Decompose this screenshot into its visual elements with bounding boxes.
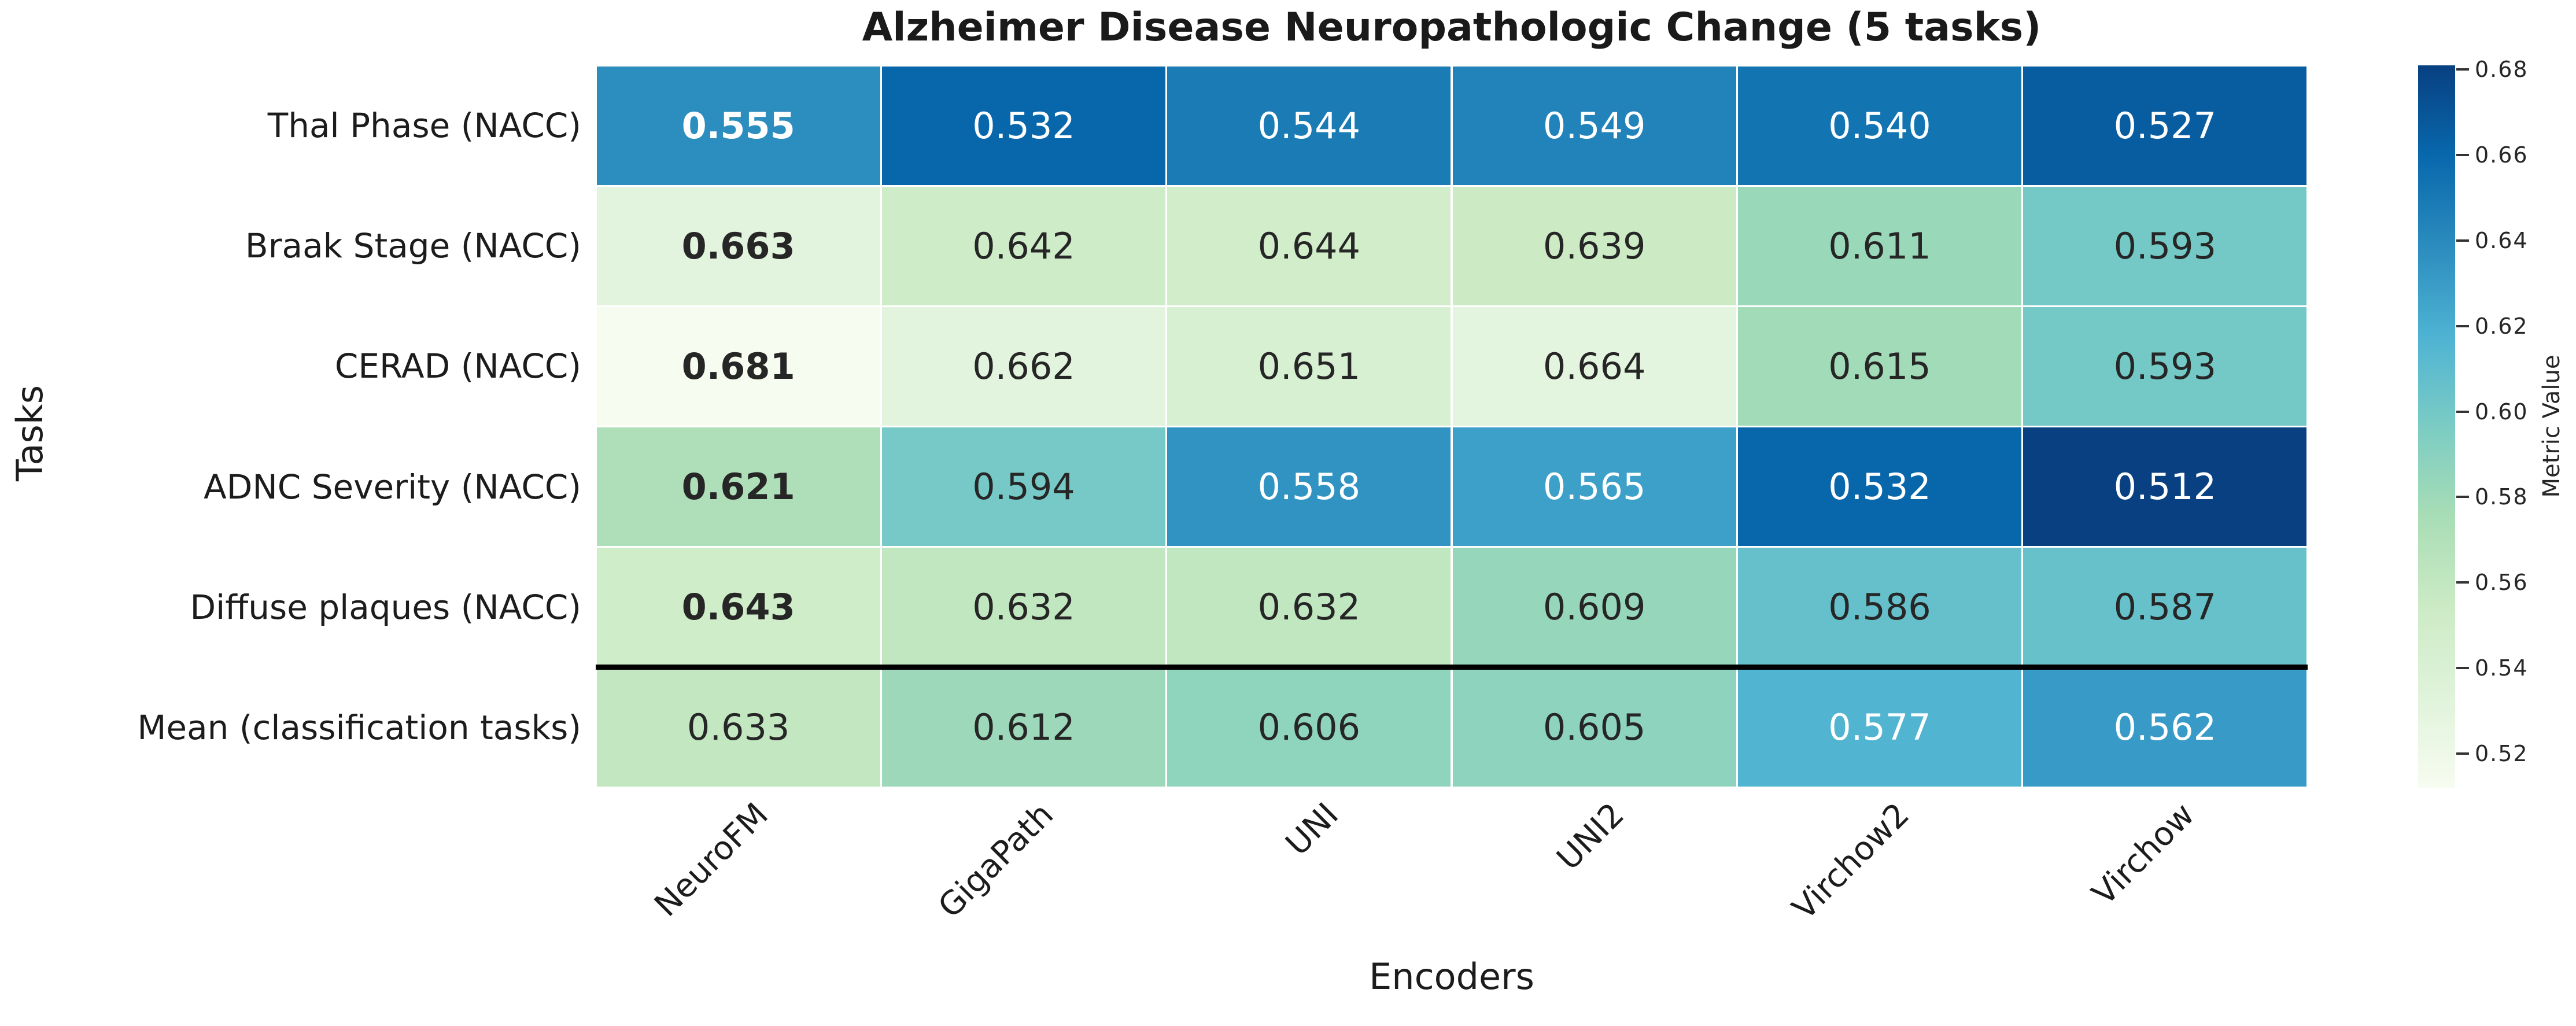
- colorbar-tick: [2456, 496, 2469, 499]
- colorbar-tick: [2456, 410, 2469, 413]
- heatmap-cell: 0.606: [1167, 668, 1451, 787]
- row-label: CERAD (NACC): [334, 346, 581, 386]
- colorbar-tick-label: 0.68: [2475, 57, 2529, 83]
- heatmap-cell: 0.609: [1452, 548, 1736, 667]
- row-label: Mean (classification tasks): [137, 707, 581, 747]
- heatmap-cell: 0.632: [881, 548, 1166, 667]
- colorbar-tick: [2456, 68, 2469, 71]
- heatmap-cell: 0.586: [1737, 548, 2022, 667]
- heatmap-cell: 0.594: [881, 427, 1166, 547]
- heatmap-cell: 0.651: [1167, 307, 1451, 426]
- heatmap-cell: 0.555: [596, 66, 880, 185]
- colorbar-tick-label: 0.54: [2475, 655, 2529, 681]
- chart-title: Alzheimer Disease Neuropathologic Change…: [862, 5, 2042, 50]
- colorbar-gradient: [2418, 65, 2455, 788]
- colorbar-label: Metric Value: [2538, 355, 2565, 498]
- heatmap-cell: 0.562: [2023, 668, 2307, 787]
- heatmap-cell: 0.662: [881, 307, 1166, 426]
- heatmap-cell: 0.532: [1737, 427, 2022, 547]
- heatmap-cell: 0.644: [1167, 186, 1451, 305]
- row-label: Thal Phase (NACC): [267, 106, 581, 146]
- heatmap-cell: 0.642: [881, 186, 1166, 305]
- heatmap-cell: 0.549: [1452, 66, 1736, 185]
- row-label: ADNC Severity (NACC): [204, 467, 581, 507]
- heatmap-cell: 0.593: [2023, 307, 2307, 426]
- col-label: NeuroFM: [647, 796, 776, 924]
- heatmap-cell: 0.577: [1737, 668, 2022, 787]
- colorbar-tick-label: 0.58: [2475, 484, 2529, 510]
- heatmap-cell: 0.605: [1452, 668, 1736, 787]
- heatmap-cell: 0.663: [596, 186, 880, 305]
- colorbar-tick-label: 0.62: [2475, 313, 2529, 339]
- heatmap-cell: 0.681: [596, 307, 880, 426]
- colorbar-tick-label: 0.66: [2475, 142, 2529, 168]
- heatmap-cell: 0.527: [2023, 66, 2307, 185]
- heatmap-cell: 0.532: [881, 66, 1166, 185]
- heatmap-cell: 0.565: [1452, 427, 1736, 547]
- colorbar-tick: [2456, 752, 2469, 755]
- heatmap-cell: 0.643: [596, 548, 880, 667]
- colorbar-tick: [2456, 239, 2469, 242]
- colorbar-tick-label: 0.56: [2475, 570, 2529, 596]
- heatmap-cell: 0.632: [1167, 548, 1451, 667]
- colorbar-tick-label: 0.60: [2475, 398, 2529, 425]
- colorbar-tick-label: 0.52: [2475, 740, 2529, 766]
- heatmap-cell: 0.621: [596, 427, 880, 547]
- heatmap-cell: 0.587: [2023, 548, 2307, 667]
- heatmap-cell: 0.593: [2023, 186, 2307, 305]
- x-axis-label: Encoders: [1369, 955, 1534, 998]
- colorbar-tick: [2456, 154, 2469, 157]
- colorbar-tick: [2456, 581, 2469, 584]
- col-label: GigaPath: [931, 796, 1061, 926]
- heatmap-cell: 0.612: [881, 668, 1166, 787]
- heatmap-cell: 0.633: [596, 668, 880, 787]
- mean-separator-line: [596, 665, 2308, 670]
- heatmap-cell: 0.611: [1737, 186, 2022, 305]
- row-label: Braak Stage (NACC): [245, 226, 581, 266]
- colorbar-tick-label: 0.64: [2475, 228, 2529, 253]
- heatmap-cell: 0.639: [1452, 186, 1736, 305]
- colorbar-tick: [2456, 667, 2469, 670]
- heatmap-cell: 0.615: [1737, 307, 2022, 426]
- heatmap-cell: 0.664: [1452, 307, 1736, 426]
- row-label: Diffuse plaques (NACC): [190, 587, 581, 627]
- col-label: Virchow: [2085, 796, 2202, 913]
- heatmap-cell: 0.512: [2023, 427, 2307, 547]
- heatmap-cell: 0.558: [1167, 427, 1451, 547]
- heatmap-cell: 0.540: [1737, 66, 2022, 185]
- heatmap-cell: 0.544: [1167, 66, 1451, 185]
- colorbar-tick: [2456, 324, 2469, 327]
